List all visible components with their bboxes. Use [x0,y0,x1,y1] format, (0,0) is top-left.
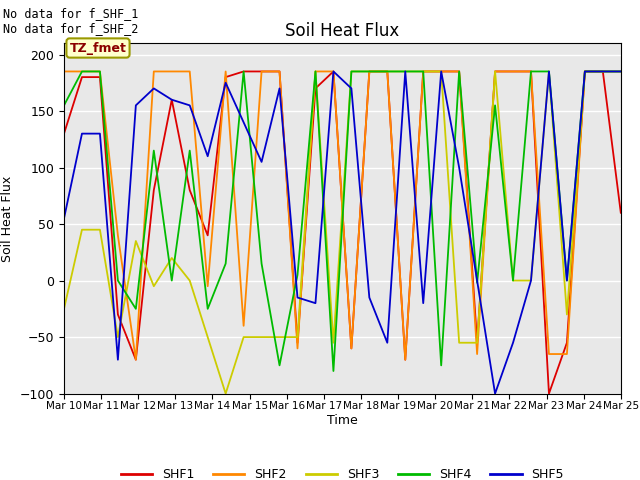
Legend: SHF1, SHF2, SHF3, SHF4, SHF5: SHF1, SHF2, SHF3, SHF4, SHF5 [116,463,569,480]
Y-axis label: Soil Heat Flux: Soil Heat Flux [1,175,14,262]
Title: Soil Heat Flux: Soil Heat Flux [285,22,399,40]
Text: TZ_fmet: TZ_fmet [70,41,127,55]
Text: No data for f_SHF_1
No data for f_SHF_2: No data for f_SHF_1 No data for f_SHF_2 [3,7,139,35]
X-axis label: Time: Time [327,414,358,427]
